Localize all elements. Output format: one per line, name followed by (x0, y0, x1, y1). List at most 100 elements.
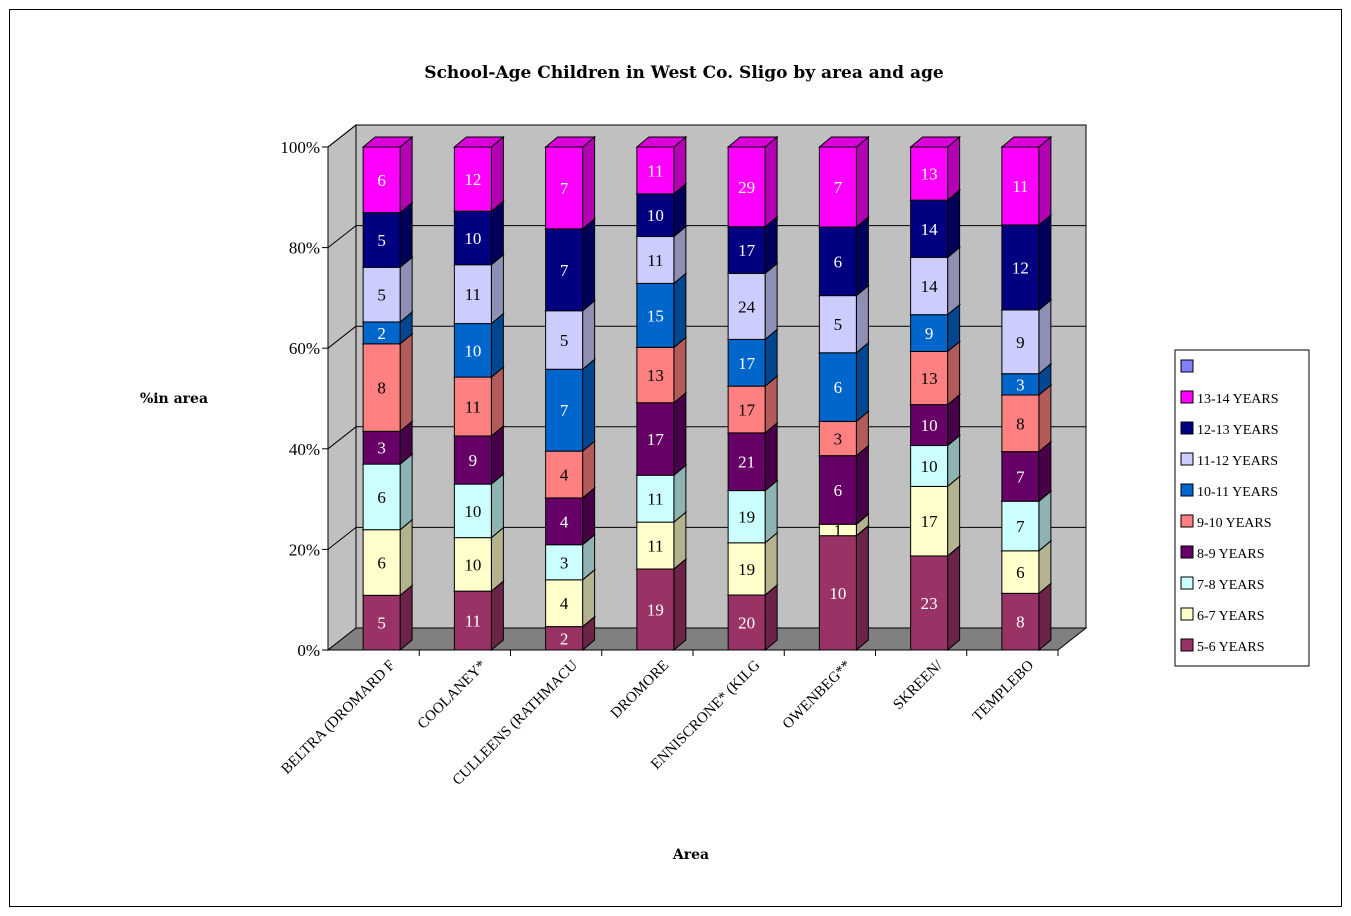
data-label: 6 (377, 554, 386, 573)
data-label: 11 (647, 490, 663, 509)
data-label: 17 (738, 354, 756, 373)
data-label: 9 (1016, 333, 1025, 352)
bar-side (1038, 213, 1052, 312)
x-tick-label: OWENBEG** (780, 658, 855, 733)
bar-side (947, 135, 961, 202)
legend-label: 6-7 YEARS (1197, 609, 1265, 624)
bar (545, 579, 584, 628)
legend-label: 12-13 YEARS (1197, 423, 1279, 438)
bar (545, 450, 584, 499)
legend-swatch (1180, 576, 1194, 590)
bar-side (582, 217, 596, 312)
data-label: 15 (647, 306, 664, 325)
bar (453, 537, 492, 592)
bar (636, 474, 675, 523)
bar (727, 272, 766, 340)
data-label: 10 (464, 502, 481, 521)
bar (453, 376, 492, 437)
bar-side (490, 580, 504, 652)
x-tick-label: BELTRA (DROMARD F (278, 658, 398, 778)
bar (727, 146, 766, 228)
data-label: 11 (1012, 177, 1028, 196)
bar (453, 146, 492, 212)
data-label: 21 (738, 453, 755, 472)
data-label: 2 (560, 629, 569, 648)
legend-swatch (1180, 638, 1194, 652)
bar-side (1038, 135, 1052, 226)
data-label: 5 (834, 315, 843, 334)
data-label: 5 (377, 614, 386, 633)
bar (362, 146, 401, 214)
legend-label: 9-10 YEARS (1197, 516, 1272, 531)
bar (545, 497, 584, 546)
bar-side (399, 518, 413, 597)
floor (326, 627, 1088, 651)
x-axis-label: Area (672, 847, 709, 863)
data-label: 12 (464, 170, 481, 189)
bar-side (673, 391, 687, 477)
bar (362, 529, 401, 596)
data-label: 10 (829, 584, 846, 603)
data-label: 7 (560, 401, 569, 420)
data-label: 10 (464, 555, 481, 574)
bar-stack: 2 4 3 4 4 7 5 7 7 (544, 135, 597, 652)
bar-side (947, 544, 961, 652)
bar (636, 146, 675, 195)
legend-swatch (1180, 452, 1194, 466)
data-label: 8 (1016, 414, 1025, 433)
y-tick-label: 40% (289, 440, 320, 459)
bar (910, 445, 949, 487)
y-tick-label: 0% (297, 641, 320, 660)
bar (1001, 500, 1040, 552)
bar-side (490, 473, 504, 539)
bar-side (855, 284, 869, 354)
y-tick-label: 80% (289, 239, 320, 258)
bar-side (399, 135, 413, 214)
data-label: 11 (465, 612, 481, 631)
data-label: 13 (647, 366, 664, 385)
x-axis-ticks: BELTRA (DROMARD F COOLANEY*CULLEENS (RATH… (278, 650, 1059, 789)
bar (453, 210, 492, 266)
bar (910, 314, 949, 352)
bar (636, 282, 675, 348)
bar-stack: 20 19 19 21 17 17 24 17 29 (726, 135, 779, 652)
bar (910, 485, 949, 557)
data-label: 17 (738, 241, 756, 260)
data-label: 5 (377, 231, 386, 250)
bar-side (673, 272, 687, 349)
bar-side (399, 256, 413, 324)
data-label: 9 (925, 324, 934, 343)
data-label: 6 (1016, 563, 1025, 582)
bar (818, 455, 857, 525)
legend-swatch (1180, 390, 1194, 404)
bars: 5663825561110109111011101224344757719111… (361, 135, 1053, 652)
data-label: 7 (1016, 467, 1025, 486)
legend-label: 11-12 YEARS (1197, 454, 1278, 469)
bar (636, 193, 675, 238)
gridline-side (327, 325, 357, 349)
bar (818, 420, 857, 457)
bar (910, 256, 949, 316)
bar (636, 402, 675, 476)
bar-side (673, 557, 687, 652)
data-label: 3 (834, 430, 843, 449)
bar-side (855, 135, 869, 229)
bar-side (947, 340, 961, 406)
bar-side (490, 526, 504, 593)
data-label: 19 (738, 508, 755, 527)
bar (818, 226, 857, 297)
data-label: 3 (560, 553, 569, 572)
data-label: 23 (921, 594, 938, 613)
bar-side (399, 584, 413, 652)
data-label: 6 (834, 378, 843, 397)
data-label: 4 (560, 466, 569, 485)
bar-side (855, 341, 869, 423)
bar (727, 490, 766, 544)
bar-side (947, 189, 961, 259)
bar (1001, 592, 1040, 651)
x-tick-label: SKREEN/ (890, 657, 946, 713)
bar (818, 352, 857, 422)
data-label: 24 (738, 297, 756, 316)
data-label: 19 (738, 560, 755, 579)
bar-side (490, 253, 504, 325)
